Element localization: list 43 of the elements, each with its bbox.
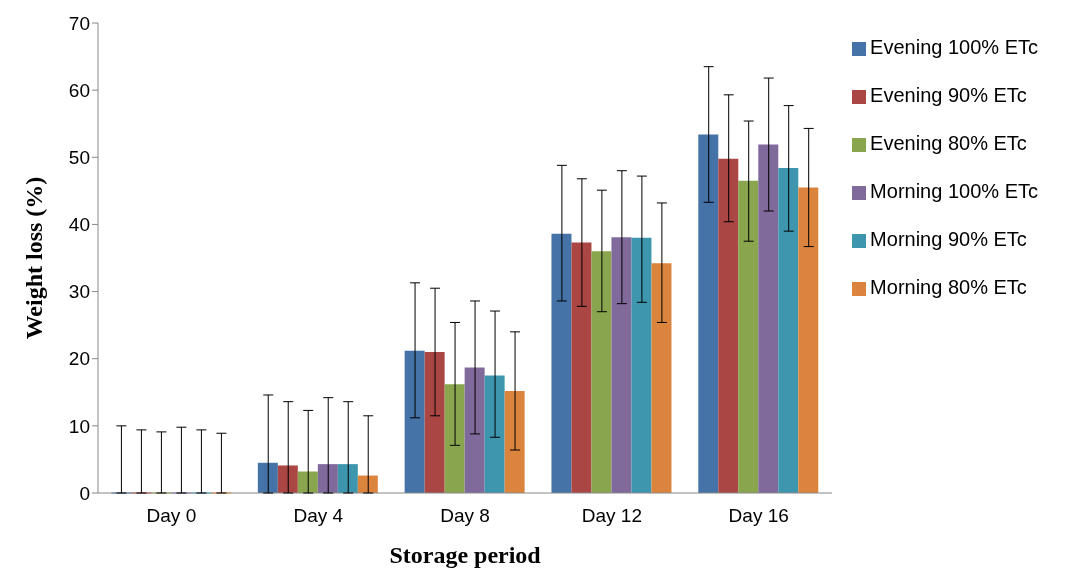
- bar: [698, 134, 719, 493]
- legend-label: Morning 100% ETc: [870, 180, 1038, 202]
- y-tick-label: 50: [68, 147, 90, 169]
- legend-label: Morning 80% ETc: [870, 276, 1027, 298]
- bar: [317, 464, 338, 493]
- bar: [798, 187, 819, 493]
- x-axis-title: Storage period: [389, 542, 542, 568]
- bar: [257, 462, 278, 493]
- legend-label: Evening 90% ETc: [870, 84, 1027, 106]
- legend-label: Evening 80% ETc: [870, 132, 1027, 154]
- bar: [464, 367, 485, 493]
- y-tick-label: 40: [68, 214, 90, 236]
- bar: [738, 180, 759, 493]
- bar: [611, 237, 632, 493]
- bar: [484, 375, 505, 493]
- y-tick-label: 10: [68, 415, 90, 437]
- legend-label: Evening 100% ETc: [870, 36, 1038, 58]
- bar: [424, 352, 445, 493]
- bar: [778, 168, 799, 493]
- legend-label: Morning 90% ETc: [870, 228, 1027, 250]
- y-tick-label: 20: [68, 348, 90, 370]
- y-tick-label: 0: [79, 482, 90, 504]
- bar: [571, 242, 592, 493]
- x-tick-label: Day 12: [581, 505, 642, 527]
- x-tick-label: Day 16: [728, 505, 789, 527]
- x-tick-label: Day 4: [293, 505, 344, 527]
- bar: [591, 251, 612, 493]
- bar: [651, 263, 672, 493]
- bar: [718, 158, 739, 493]
- bar: [504, 390, 525, 493]
- bar: [758, 144, 779, 493]
- y-tick-label: 70: [68, 12, 90, 34]
- x-tick-label: Day 8: [440, 505, 490, 527]
- bar: [277, 465, 298, 493]
- bar: [337, 464, 358, 493]
- bar: [551, 233, 572, 493]
- y-tick-label: 30: [68, 281, 90, 303]
- x-tick-label: Day 0: [146, 505, 197, 527]
- bar: [444, 384, 465, 493]
- bar: [404, 350, 425, 493]
- y-tick-label: 60: [68, 79, 90, 101]
- bar: [631, 237, 652, 493]
- y-axis-title: Weight loss (%): [20, 176, 47, 340]
